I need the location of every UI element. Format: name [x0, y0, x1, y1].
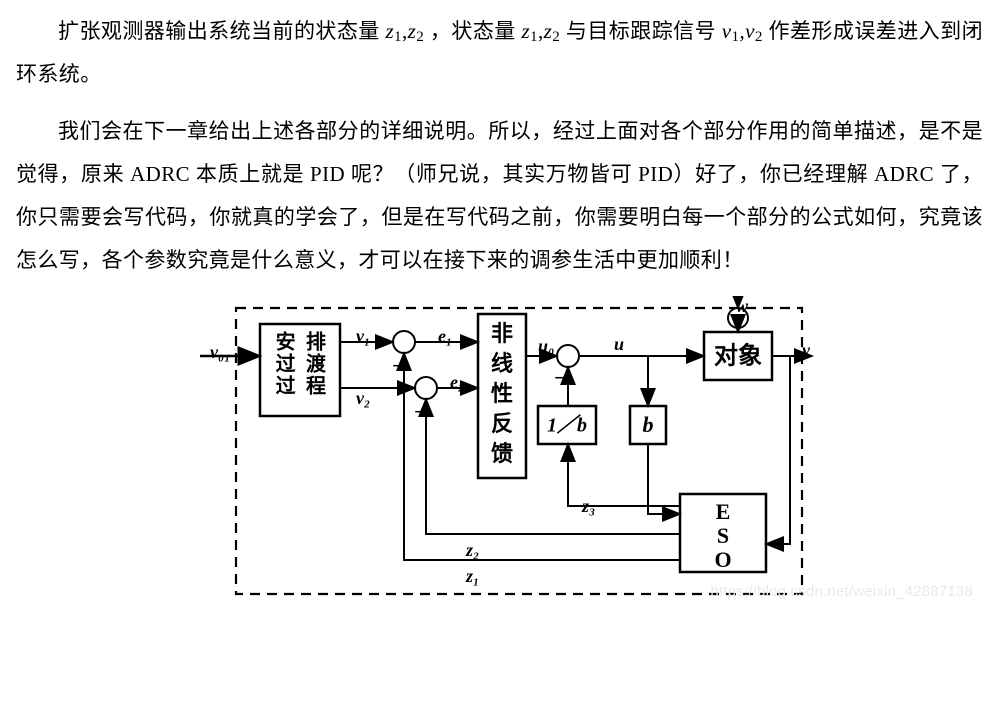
svg-text:过: 过	[275, 353, 295, 376]
v-var: v	[745, 19, 755, 43]
p1-text-b: ，状态量	[430, 19, 516, 43]
svg-text:S: S	[716, 523, 728, 548]
svg-text:z₁: z₁	[465, 566, 479, 586]
math-z12b: z1,z2	[521, 19, 560, 43]
svg-text:O: O	[714, 547, 731, 572]
z-var: z	[408, 19, 417, 43]
svg-text:−: −	[414, 399, 427, 424]
svg-text:非: 非	[490, 321, 512, 346]
z-sub: 1	[530, 29, 538, 45]
p1-text-a: 扩张观测器输出系统当前的状态量	[58, 19, 380, 43]
svg-text:性: 性	[490, 381, 512, 406]
svg-text:u: u	[614, 334, 624, 354]
adrc-diagram: 安排过渡过程 非线性反馈 1／b b 对象 ESOv₀₁ v₁ v₂ e₁ e₂ u₀ u w y z₁ z₂…	[182, 296, 818, 606]
svg-text:e₂: e₂	[450, 372, 464, 392]
z-var: z	[521, 19, 530, 43]
z-var: z	[544, 19, 553, 43]
math-v12: v1,v2	[722, 19, 763, 43]
svg-text:1／b: 1／b	[547, 414, 587, 437]
svg-text:E: E	[715, 499, 730, 524]
svg-text:馈: 馈	[490, 441, 512, 466]
svg-text:v₂: v₂	[356, 388, 370, 408]
svg-text:线: 线	[490, 351, 512, 376]
paragraph-2: 我们会在下一章给出上述各部分的详细说明。所以，经过上面对各个部分作用的简单描述，…	[16, 110, 983, 282]
svg-text:v₀₁: v₀₁	[210, 342, 231, 362]
svg-text:安: 安	[275, 330, 295, 354]
z-sub: 1	[394, 29, 402, 45]
z-var: z	[385, 19, 394, 43]
svg-text:−: −	[554, 365, 567, 390]
p1-text-c: 与目标跟踪信号	[566, 19, 716, 43]
svg-text:对象: 对象	[714, 342, 762, 370]
svg-text:−: −	[392, 353, 405, 378]
v-sub: 2	[755, 29, 763, 45]
svg-text:y: y	[800, 340, 811, 360]
svg-text:w: w	[736, 296, 749, 316]
watermark: https://blog.csdn.net/weixin_42887138	[710, 583, 973, 600]
svg-text:过: 过	[275, 375, 295, 398]
svg-text:z₂: z₂	[465, 540, 479, 560]
paragraph-1: 扩张观测器输出系统当前的状态量 z1,z2 ，状态量 z1,z2 与目标跟踪信号…	[16, 10, 983, 96]
svg-text:反: 反	[490, 411, 512, 436]
svg-text:v₁: v₁	[356, 326, 370, 346]
svg-text:b: b	[642, 412, 653, 437]
math-z1: z1,z2	[385, 19, 424, 43]
svg-text:程: 程	[306, 375, 326, 398]
svg-text:u₀: u₀	[538, 336, 554, 356]
z-sub: 2	[416, 29, 424, 45]
svg-text:渡: 渡	[306, 352, 327, 376]
svg-text:排: 排	[306, 330, 326, 354]
svg-text:z₃: z₃	[581, 496, 595, 516]
adrc-diagram-wrap: 安排过渡过程 非线性反馈 1／b b 对象 ESOv₀₁ v₁ v₂ e₁ e₂ u₀ u w y z₁ z₂…	[16, 296, 983, 606]
z-sub: 2	[552, 29, 560, 45]
svg-text:e₁: e₁	[438, 326, 452, 346]
